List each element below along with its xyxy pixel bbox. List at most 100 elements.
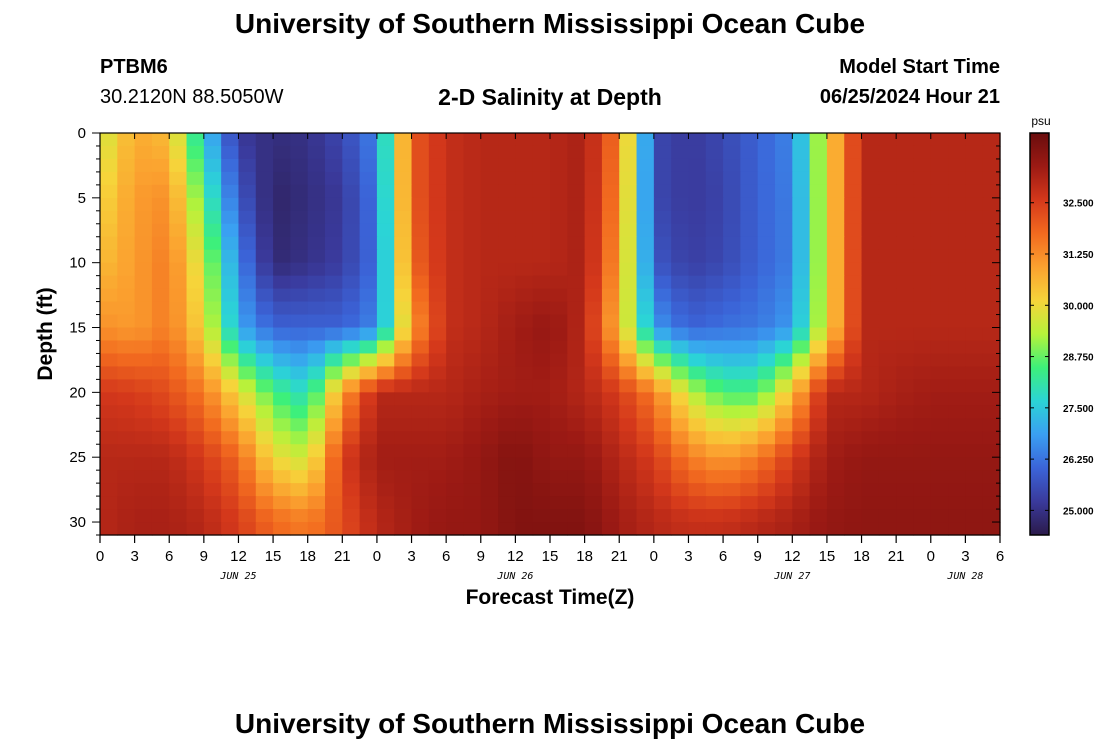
heatmap-cell xyxy=(376,133,395,147)
heatmap-cell xyxy=(757,158,776,173)
heatmap-cell xyxy=(619,470,638,484)
heatmap-cell xyxy=(273,314,291,329)
heatmap-cell xyxy=(498,392,516,406)
heatmap-cell xyxy=(186,457,205,471)
heatmap-cell xyxy=(221,145,240,160)
heatmap-cell xyxy=(861,223,880,238)
heatmap-cell xyxy=(359,366,378,380)
heatmap-cell xyxy=(273,288,291,303)
heatmap-cell xyxy=(238,301,257,316)
heatmap-cell xyxy=(878,210,897,225)
heatmap-cell xyxy=(307,522,326,536)
heatmap-cell xyxy=(567,262,586,277)
heatmap-cell xyxy=(515,392,534,406)
heatmap-cell xyxy=(671,496,690,510)
heatmap-cell xyxy=(567,184,586,199)
heatmap-cell xyxy=(671,314,690,329)
heatmap-cell xyxy=(376,158,395,173)
heatmap-cell xyxy=(428,327,447,342)
heatmap-cell xyxy=(584,457,603,471)
heatmap-cell xyxy=(948,483,966,497)
heatmap-cell xyxy=(359,483,378,497)
heatmap-cell xyxy=(740,340,759,355)
heatmap-cell xyxy=(913,314,932,329)
heatmap-cell xyxy=(100,392,118,406)
heatmap-cell xyxy=(878,431,897,445)
heatmap-cell xyxy=(394,379,413,393)
heatmap-cell xyxy=(255,184,274,199)
heatmap-cell xyxy=(965,418,984,432)
heatmap-cell xyxy=(307,210,326,225)
heatmap-cell xyxy=(792,418,811,432)
heatmap-cell xyxy=(532,158,551,173)
heatmap-cell xyxy=(584,405,603,419)
heatmap-cell xyxy=(134,496,153,510)
axis-ticks xyxy=(92,132,1001,543)
heatmap-cell xyxy=(117,301,136,316)
heatmap-cell xyxy=(809,184,828,199)
heatmap-cell xyxy=(186,444,205,458)
heatmap-cell xyxy=(307,223,326,238)
heatmap-cell xyxy=(930,158,949,173)
heatmap-cell xyxy=(584,184,603,199)
heatmap-cell xyxy=(151,275,170,290)
heatmap-cell xyxy=(757,509,776,523)
heatmap-cell xyxy=(844,418,863,432)
heatmap-cell xyxy=(428,301,447,316)
heatmap-cell xyxy=(498,301,516,316)
heatmap-cell xyxy=(930,145,949,160)
heatmap-cell xyxy=(255,262,274,277)
heatmap-cell xyxy=(255,171,274,186)
heatmap-cell xyxy=(532,483,551,497)
heatmap-cell xyxy=(342,184,361,199)
heatmap-cell xyxy=(394,457,413,471)
heatmap-cell xyxy=(428,275,447,290)
heatmap-cell xyxy=(394,301,413,316)
heatmap-cell xyxy=(359,314,378,329)
heatmap-cell xyxy=(792,327,811,342)
heatmap-cell xyxy=(948,327,966,342)
heatmap-cell xyxy=(169,184,188,199)
heatmap-cell xyxy=(930,470,949,484)
heatmap-cell xyxy=(740,301,759,316)
heatmap-cell xyxy=(498,483,516,497)
heatmap-cell xyxy=(221,444,240,458)
heatmap-cell xyxy=(221,210,240,225)
heatmap-cell xyxy=(948,133,966,147)
heatmap-cell xyxy=(376,275,395,290)
heatmap-cell xyxy=(342,223,361,238)
heatmap-cell xyxy=(550,288,568,303)
heatmap-cell xyxy=(775,197,793,212)
heatmap-cell xyxy=(480,223,499,238)
heatmap-cell xyxy=(221,197,240,212)
heatmap-cell xyxy=(913,431,932,445)
heatmap-cell xyxy=(100,379,118,393)
heatmap-cell xyxy=(515,457,534,471)
heatmap-cell xyxy=(826,249,845,264)
heatmap-cell xyxy=(411,197,430,212)
x-tick-label: 21 xyxy=(334,548,351,565)
heatmap-cell xyxy=(792,483,811,497)
heatmap-cell xyxy=(100,158,118,173)
heatmap-cell xyxy=(636,340,655,355)
heatmap-cell xyxy=(740,496,759,510)
heatmap-cell xyxy=(878,509,897,523)
heatmap-cell xyxy=(550,366,568,380)
heatmap-cell xyxy=(636,418,655,432)
heatmap-cell xyxy=(290,262,309,277)
heatmap-cell xyxy=(878,184,897,199)
heatmap-cell xyxy=(982,470,1001,484)
heatmap-cell xyxy=(221,431,240,445)
heatmap-cell xyxy=(515,301,534,316)
heatmap-cell xyxy=(705,275,724,290)
x-tick-label: 6 xyxy=(165,548,173,565)
heatmap-cell xyxy=(723,158,741,173)
heatmap-cell xyxy=(273,210,291,225)
x-tick-label: 9 xyxy=(200,548,208,565)
heatmap-cell xyxy=(826,288,845,303)
heatmap-cell xyxy=(100,405,118,419)
heatmap-cell xyxy=(965,353,984,368)
heatmap-cell xyxy=(151,184,170,199)
heatmap-cell xyxy=(342,133,361,147)
heatmap-cell xyxy=(826,418,845,432)
